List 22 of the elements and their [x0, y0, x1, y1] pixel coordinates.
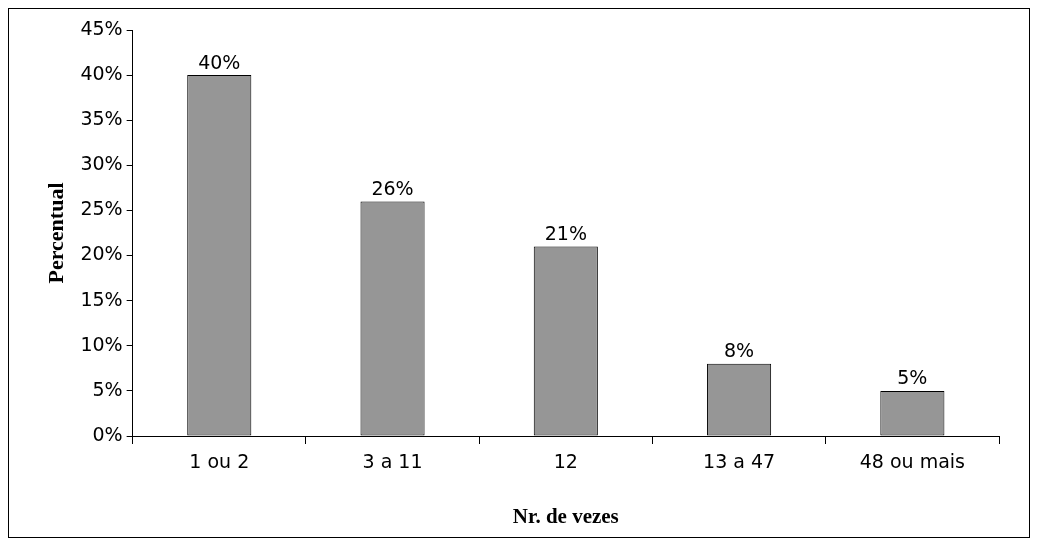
- x-axis-title: Nr. de vezes: [512, 503, 619, 528]
- y-tick-label: 15%: [80, 287, 123, 310]
- y-tick-label: 45%: [80, 16, 123, 39]
- data-label: 21%: [544, 221, 587, 244]
- y-tick-label: 35%: [80, 107, 123, 130]
- y-tick-label: 30%: [80, 152, 123, 175]
- data-label: 40%: [198, 50, 241, 73]
- x-tick-label: 1 ou 2: [189, 450, 250, 473]
- data-label: 8%: [724, 339, 755, 362]
- x-tick-label: 48 ou mais: [859, 450, 965, 473]
- x-tick-label: 12: [553, 450, 578, 473]
- y-tick-label: 5%: [92, 377, 123, 400]
- y-axis-title: Percentual: [42, 182, 68, 284]
- y-tick-label: 10%: [80, 332, 123, 355]
- y-tick-label: 40%: [80, 62, 123, 85]
- y-tick-label: 20%: [80, 242, 123, 265]
- x-tick-label: 3 a 11: [362, 450, 423, 473]
- data-label: 5%: [897, 366, 928, 389]
- y-tick-label: 0%: [92, 422, 123, 445]
- data-label: 26%: [371, 176, 414, 199]
- x-tick-label: 13 a 47: [703, 450, 776, 473]
- y-tick-label: 25%: [80, 197, 123, 220]
